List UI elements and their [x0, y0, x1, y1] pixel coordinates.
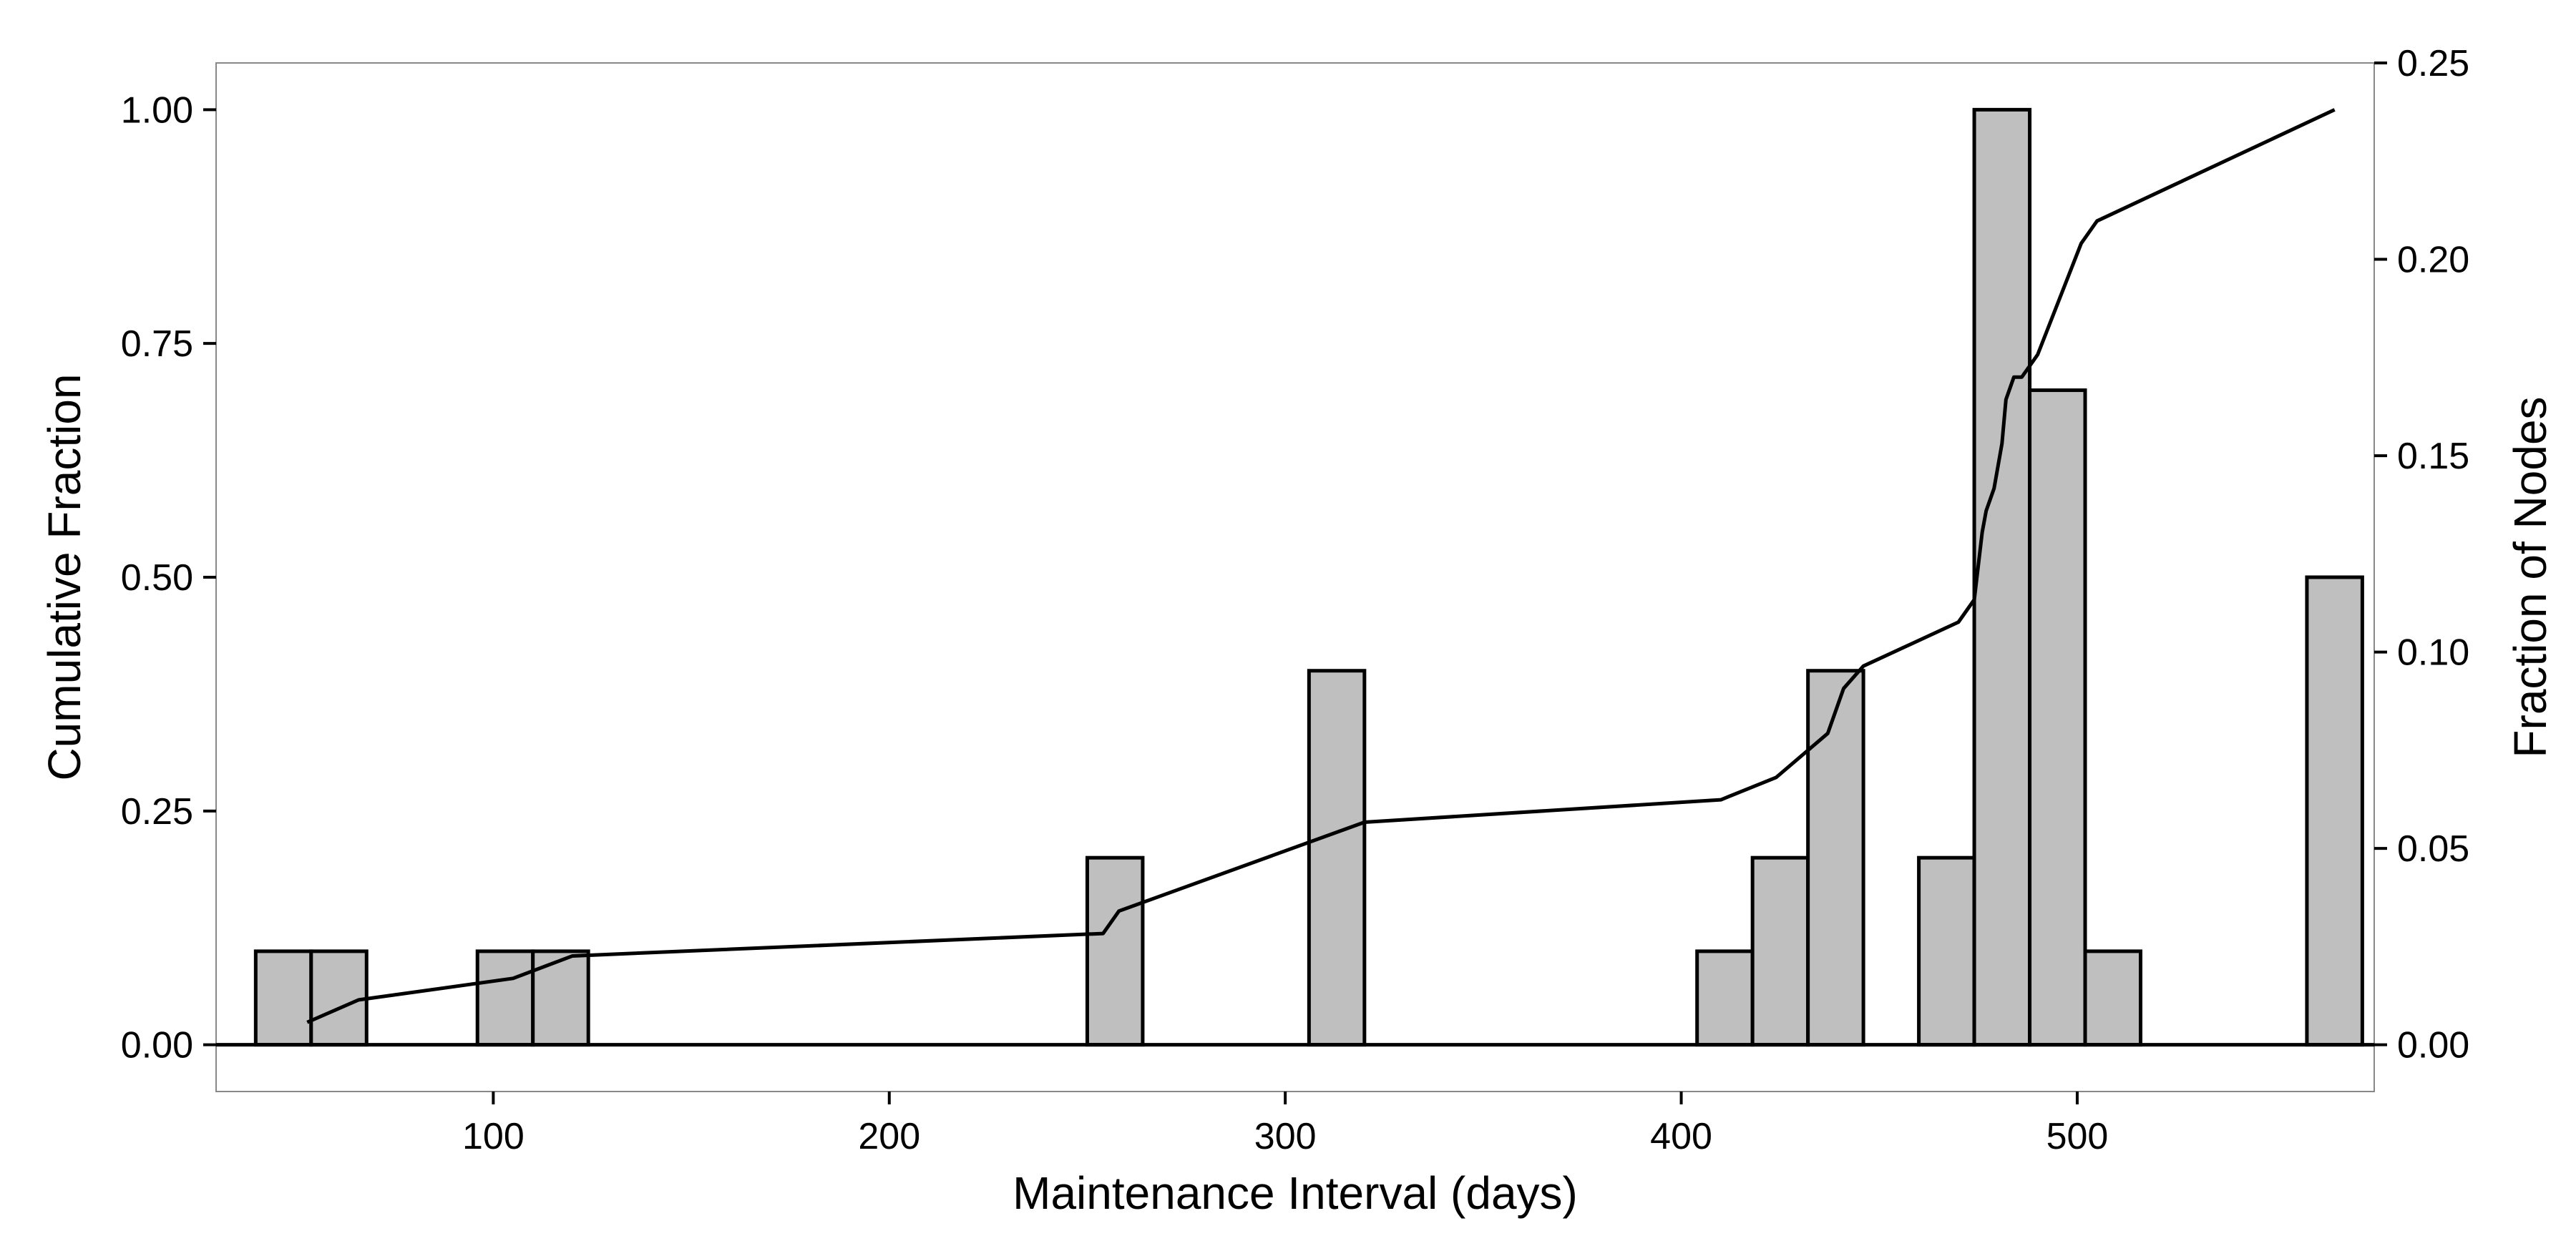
- histogram-bar: [1085, 855, 1145, 1047]
- histogram-bar: [2028, 388, 2087, 1047]
- x-tick-label: 400: [1650, 1116, 1712, 1157]
- histogram-bar: [475, 949, 535, 1047]
- y-right-tick-label: 0.00: [2397, 1025, 2469, 1066]
- histogram-bar: [1917, 855, 1976, 1047]
- x-tick-label: 200: [858, 1116, 920, 1157]
- y-left-tick-label: 0.50: [121, 557, 193, 599]
- histogram-bar: [1695, 949, 1755, 1047]
- y-right-tick-label: 0.10: [2397, 632, 2469, 674]
- y-left-tick-label: 0.00: [121, 1025, 193, 1066]
- histogram-bars: [253, 107, 2364, 1047]
- y-right-tick-label: 0.15: [2397, 436, 2469, 477]
- x-axis-title: Maintenance Interval (days): [1013, 1167, 1578, 1219]
- y-axis-left: 0.00 0.25 0.50 0.75 1.00: [121, 89, 216, 1066]
- y-left-tick-label: 0.75: [121, 323, 193, 365]
- y-right-tick-label: 0.05: [2397, 828, 2469, 870]
- y-left-tick-label: 1.00: [121, 89, 193, 131]
- x-axis: 100 200 300 400 500: [462, 1092, 2108, 1157]
- histogram-bar: [309, 949, 369, 1047]
- histogram-bar: [2083, 949, 2142, 1047]
- x-tick-label: 100: [462, 1116, 525, 1157]
- histogram-bar: [253, 949, 313, 1047]
- histogram-bar: [1972, 107, 2032, 1047]
- histogram-bar: [1806, 669, 1865, 1047]
- x-tick-label: 500: [2046, 1116, 2109, 1157]
- histogram-bar: [531, 949, 590, 1047]
- y-axis-right: 0.00 0.05 0.10 0.15 0.20 0.25: [2374, 43, 2469, 1066]
- histogram-bar: [2305, 575, 2364, 1047]
- cumulative-line: [306, 108, 2336, 1024]
- histogram-bar: [1307, 669, 1367, 1047]
- y-axis-title-right: Fraction of Nodes: [2504, 396, 2556, 757]
- y-left-tick-label: 0.25: [121, 791, 193, 833]
- y-right-tick-label: 0.20: [2397, 240, 2469, 281]
- y-axis-title-left: Cumulative Fraction: [39, 373, 90, 780]
- histogram-bar: [1750, 855, 1810, 1047]
- x-tick-label: 300: [1254, 1116, 1317, 1157]
- y-right-tick-label: 0.25: [2397, 43, 2469, 84]
